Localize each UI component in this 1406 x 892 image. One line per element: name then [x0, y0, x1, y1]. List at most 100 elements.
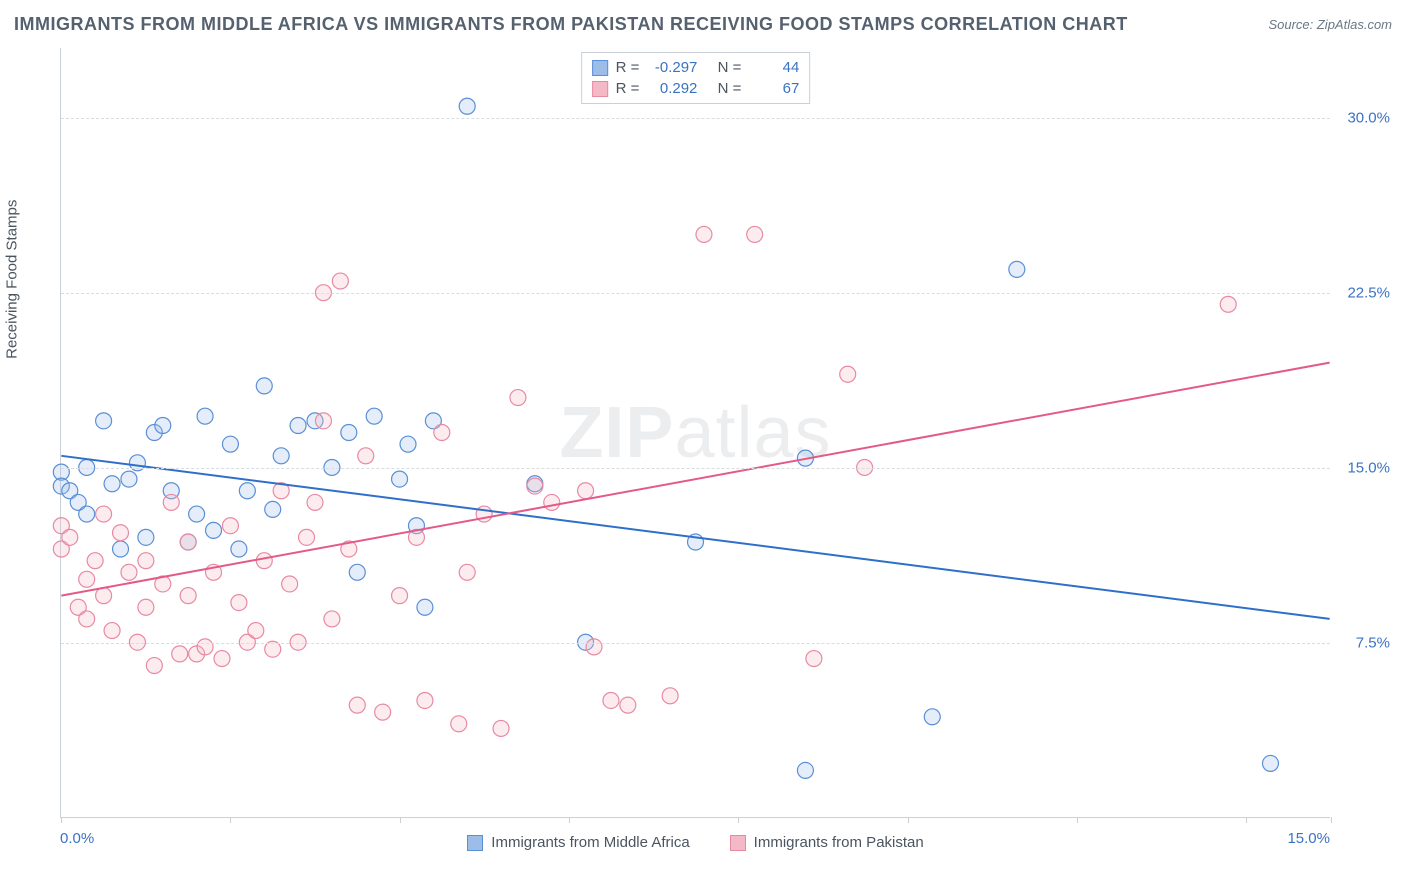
data-point — [62, 529, 78, 545]
n-label: N = — [718, 80, 742, 97]
data-point — [747, 226, 763, 242]
data-point — [146, 658, 162, 674]
gridline — [61, 118, 1330, 119]
data-point — [239, 483, 255, 499]
data-point — [96, 588, 112, 604]
y-tick-label: 30.0% — [1335, 110, 1390, 127]
data-point — [400, 436, 416, 452]
gridline — [61, 468, 1330, 469]
x-tick — [1331, 817, 1332, 823]
data-point — [214, 651, 230, 667]
legend-swatch-blue — [592, 60, 608, 76]
data-point — [248, 623, 264, 639]
data-point — [586, 639, 602, 655]
x-tick — [61, 817, 62, 823]
data-point — [1262, 755, 1278, 771]
trend-line — [61, 363, 1329, 596]
data-point — [121, 471, 137, 487]
legend-stats-row: R = 0.292 N = 67 — [592, 78, 800, 99]
data-point — [349, 697, 365, 713]
y-axis-title: Receiving Food Stamps — [4, 200, 21, 359]
data-point — [434, 425, 450, 441]
data-point — [459, 564, 475, 580]
x-tick — [569, 817, 570, 823]
data-point — [189, 506, 205, 522]
title-bar: IMMIGRANTS FROM MIDDLE AFRICA VS IMMIGRA… — [14, 14, 1392, 35]
data-point — [113, 525, 129, 541]
data-point — [459, 98, 475, 114]
data-point — [256, 553, 272, 569]
x-tick — [1077, 817, 1078, 823]
data-point — [138, 529, 154, 545]
data-point — [290, 418, 306, 434]
n-value: 44 — [749, 59, 799, 76]
legend-stats: R = -0.297 N = 44 R = 0.292 N = 67 — [581, 52, 811, 104]
data-point — [1220, 296, 1236, 312]
n-label: N = — [718, 59, 742, 76]
y-tick-label: 22.5% — [1335, 285, 1390, 302]
data-point — [138, 599, 154, 615]
data-point — [121, 564, 137, 580]
data-point — [797, 762, 813, 778]
data-point — [840, 366, 856, 382]
plot-area: ZIPatlas R = -0.297 N = 44 R = 0.292 N =… — [60, 48, 1330, 818]
data-point — [392, 588, 408, 604]
data-point — [375, 704, 391, 720]
data-point — [197, 639, 213, 655]
r-value: 0.292 — [647, 80, 697, 97]
scatter-svg — [61, 48, 1330, 817]
gridline — [61, 293, 1330, 294]
data-point — [231, 595, 247, 611]
data-point — [299, 529, 315, 545]
x-tick — [230, 817, 231, 823]
data-point — [324, 611, 340, 627]
data-point — [104, 623, 120, 639]
x-axis-labels: 0.0% 15.0% — [60, 830, 1330, 860]
data-point — [138, 553, 154, 569]
data-point — [662, 688, 678, 704]
data-point — [113, 541, 129, 557]
data-point — [366, 408, 382, 424]
data-point — [206, 522, 222, 538]
data-point — [197, 408, 213, 424]
data-point — [341, 425, 357, 441]
data-point — [222, 436, 238, 452]
y-tick-label: 15.0% — [1335, 460, 1390, 477]
legend-swatch-pink — [592, 81, 608, 97]
data-point — [96, 506, 112, 522]
data-point — [451, 716, 467, 732]
y-tick-label: 7.5% — [1335, 635, 1390, 652]
data-point — [1009, 261, 1025, 277]
data-point — [527, 478, 543, 494]
data-point — [603, 692, 619, 708]
chart-title: IMMIGRANTS FROM MIDDLE AFRICA VS IMMIGRA… — [14, 14, 1128, 35]
data-point — [315, 413, 331, 429]
x-tick-label-min: 0.0% — [60, 830, 94, 847]
data-point — [349, 564, 365, 580]
data-point — [256, 378, 272, 394]
legend-stats-row: R = -0.297 N = 44 — [592, 57, 800, 78]
data-point — [493, 720, 509, 736]
data-point — [417, 599, 433, 615]
n-value: 67 — [749, 80, 799, 97]
data-point — [578, 483, 594, 499]
data-point — [79, 611, 95, 627]
data-point — [79, 571, 95, 587]
data-point — [163, 494, 179, 510]
x-tick — [908, 817, 909, 823]
r-value: -0.297 — [647, 59, 697, 76]
data-point — [924, 709, 940, 725]
r-label: R = — [616, 59, 640, 76]
data-point — [172, 646, 188, 662]
data-point — [155, 418, 171, 434]
data-point — [620, 697, 636, 713]
data-point — [265, 501, 281, 517]
data-point — [104, 476, 120, 492]
data-point — [273, 448, 289, 464]
data-point — [307, 494, 323, 510]
data-point — [806, 651, 822, 667]
data-point — [332, 273, 348, 289]
data-point — [180, 588, 196, 604]
x-tick-label-max: 15.0% — [1287, 830, 1330, 847]
data-point — [510, 390, 526, 406]
